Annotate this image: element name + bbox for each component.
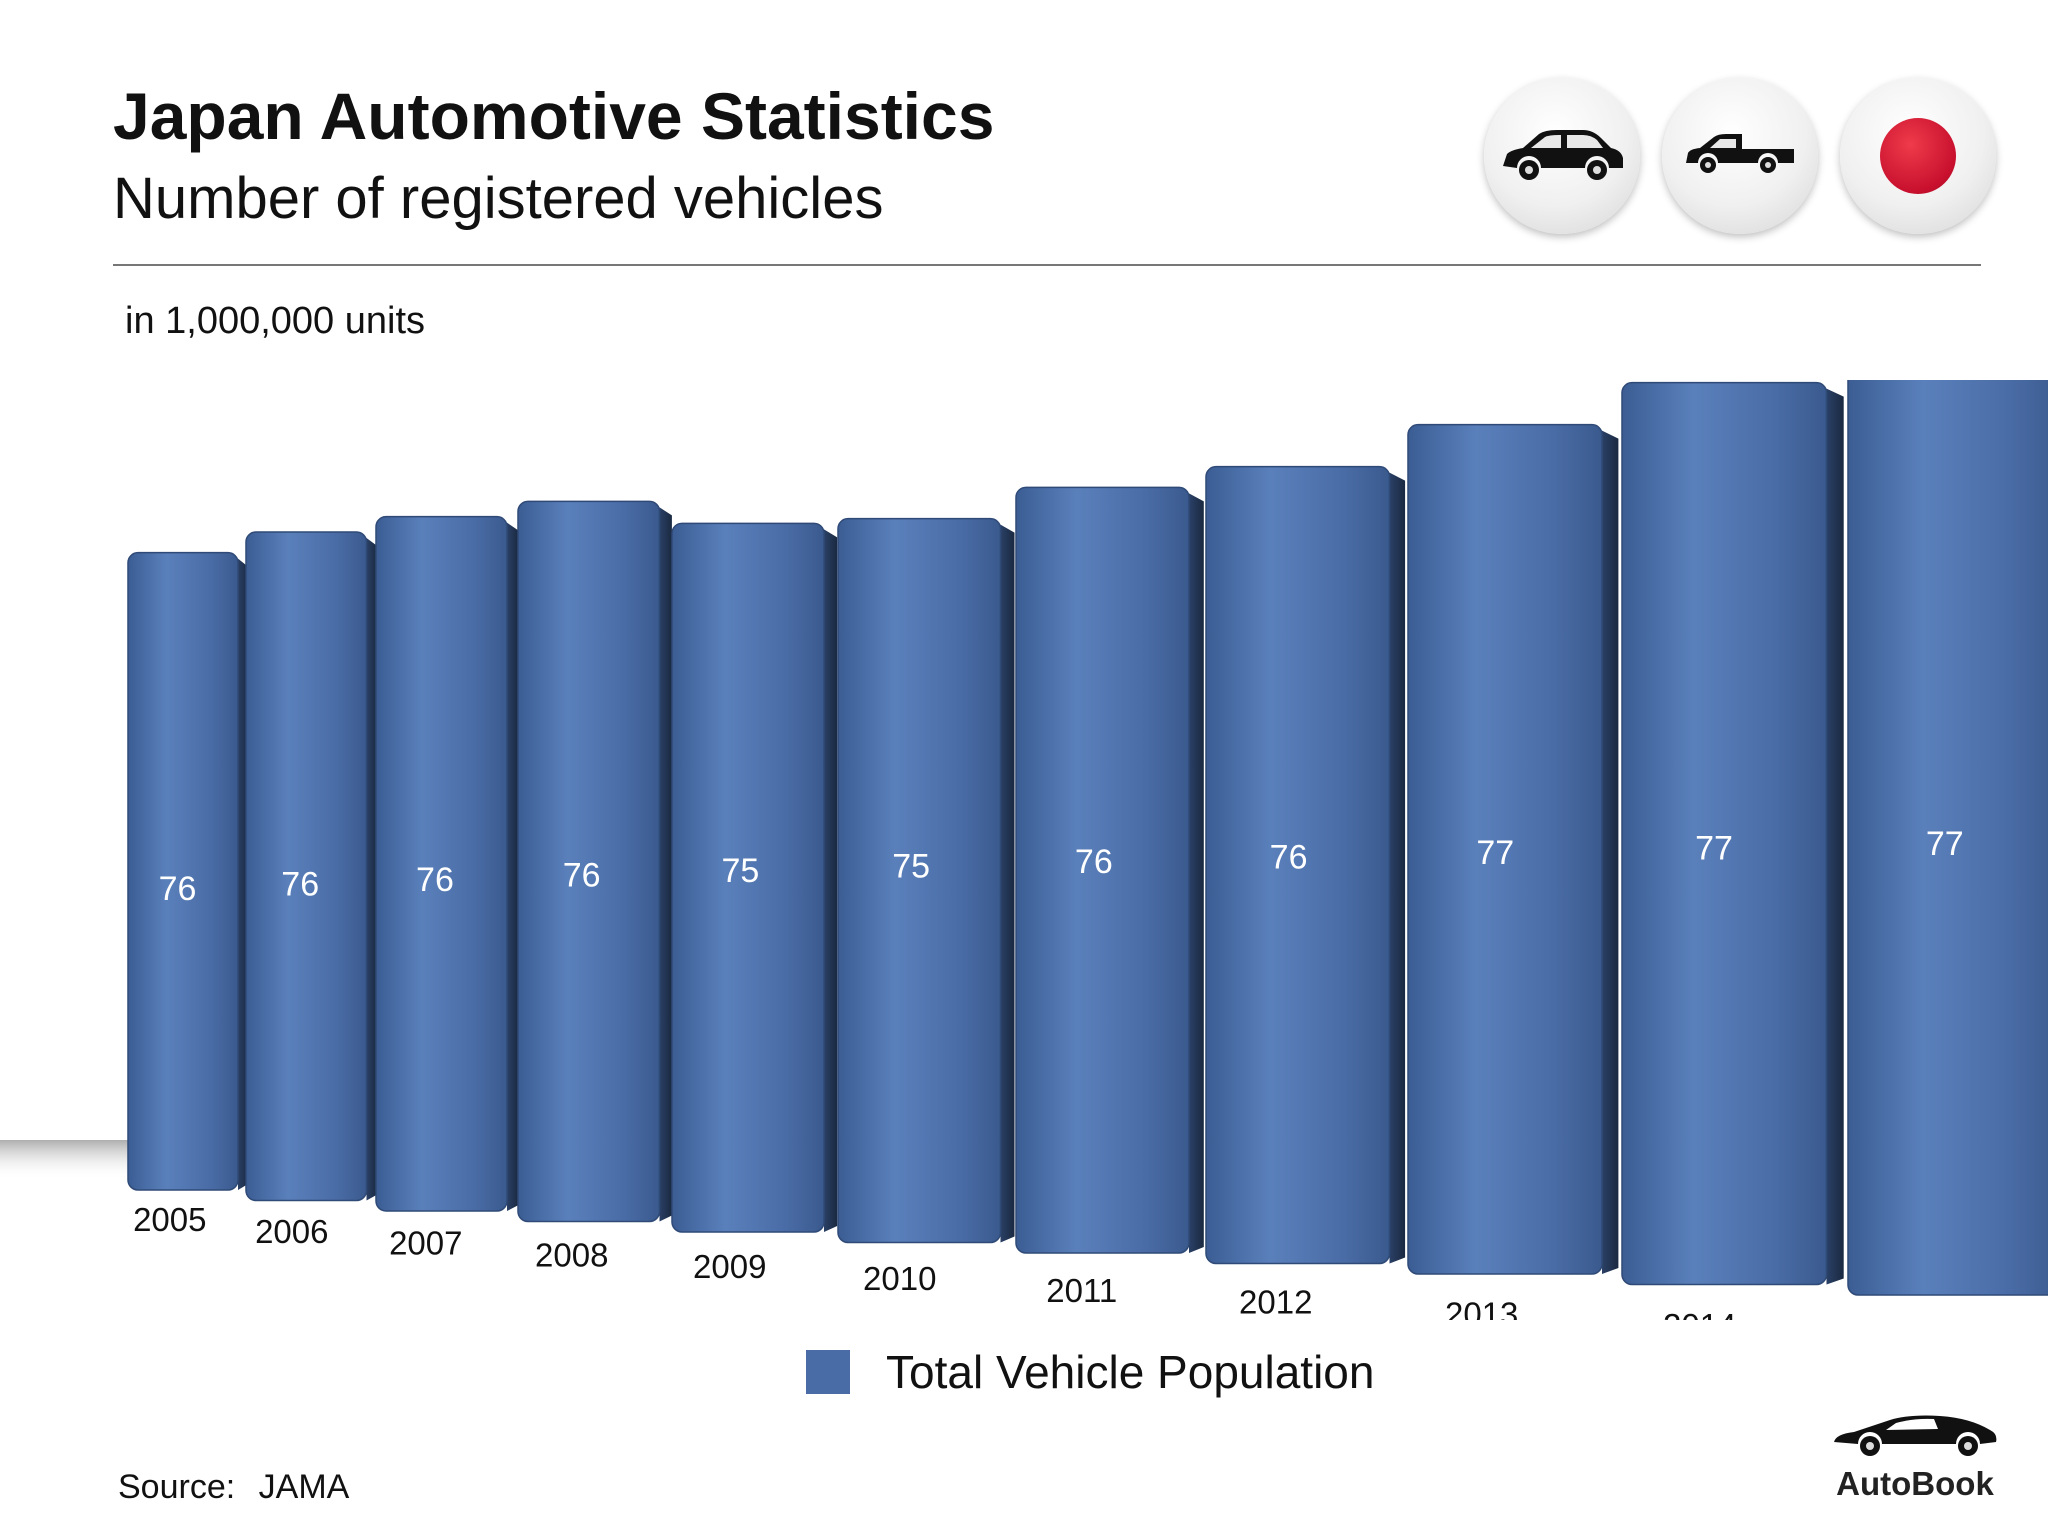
bar-side bbox=[507, 522, 519, 1211]
x-tick-label: 2007 bbox=[389, 1225, 462, 1262]
bar-side bbox=[366, 538, 378, 1201]
legend: Total Vehicle Population bbox=[806, 1345, 1374, 1399]
bar bbox=[1205, 465, 1391, 1265]
legend-label: Total Vehicle Population bbox=[886, 1346, 1375, 1398]
bar-value-label: 75 bbox=[892, 848, 930, 886]
bar bbox=[1621, 381, 1828, 1286]
page-subtitle: Number of registered vehicles bbox=[113, 166, 884, 231]
japan-flag-badge bbox=[1840, 78, 1996, 234]
brand-name: AutoBook bbox=[1836, 1465, 1994, 1502]
x-tick-label: 2010 bbox=[863, 1260, 936, 1297]
bar-value-label: 76 bbox=[416, 861, 454, 899]
bar bbox=[1847, 380, 2048, 1296]
x-tick-label: 2005 bbox=[133, 1201, 206, 1238]
bar-side bbox=[1189, 493, 1204, 1253]
bar bbox=[1407, 423, 1603, 1275]
bar-side bbox=[1826, 388, 1844, 1285]
x-tick-label: 2014 bbox=[1663, 1307, 1736, 1320]
source-value: JAMA bbox=[258, 1468, 350, 1506]
source-label: Source: bbox=[118, 1468, 236, 1506]
header-divider bbox=[113, 264, 1981, 266]
bar bbox=[837, 517, 1002, 1244]
legend-swatch bbox=[806, 1350, 850, 1394]
bar-value-label: 76 bbox=[1075, 843, 1113, 881]
bar bbox=[375, 515, 508, 1212]
bar bbox=[245, 531, 368, 1202]
x-tick-label: 2006 bbox=[255, 1213, 328, 1250]
bar-value-label: 75 bbox=[721, 852, 759, 890]
bar bbox=[1015, 486, 1190, 1254]
x-tick-label: 2013 bbox=[1445, 1295, 1518, 1320]
car-badge bbox=[1484, 78, 1640, 234]
bar-value-label: 77 bbox=[1695, 830, 1733, 868]
pickup-truck-badge bbox=[1662, 78, 1818, 234]
x-tick-label: 2012 bbox=[1239, 1284, 1312, 1320]
x-tick-label: 2015 bbox=[1893, 1319, 1966, 1320]
bar-side bbox=[824, 529, 838, 1232]
bar-value-label: 77 bbox=[1476, 834, 1514, 872]
sports-car-icon bbox=[1834, 1415, 1997, 1456]
bar bbox=[671, 522, 825, 1233]
page-title: Japan Automotive Statistics bbox=[113, 79, 995, 153]
japan-flag-icon bbox=[1880, 118, 1956, 194]
x-tick-label: 2011 bbox=[1046, 1272, 1117, 1309]
bar-side bbox=[1389, 472, 1406, 1264]
brand-logo: AutoBook bbox=[1820, 1410, 2010, 1503]
bar-side bbox=[659, 507, 672, 1222]
bar-value-label: 76 bbox=[1270, 839, 1308, 877]
bar-value-label: 76 bbox=[563, 857, 601, 895]
bar-chart: 76 76 76 76 75 75 76 76 77 77 77 2005 2006 2007 2008 2… bbox=[0, 380, 2048, 1320]
bar-value-label: 76 bbox=[281, 866, 319, 904]
bar-value-label: 77 bbox=[1926, 825, 1964, 863]
bar bbox=[517, 500, 661, 1223]
floor-shadow bbox=[0, 1140, 140, 1180]
x-tick-label: 2009 bbox=[693, 1248, 766, 1285]
bar-side bbox=[1000, 524, 1015, 1243]
pickup-truck-icon bbox=[1686, 134, 1794, 173]
car-icon bbox=[1503, 130, 1623, 180]
x-tick-label: 2008 bbox=[535, 1236, 608, 1273]
bar bbox=[127, 551, 239, 1191]
bar-value-label: 76 bbox=[159, 870, 197, 908]
bar-side bbox=[1602, 430, 1619, 1275]
source-note: Source: JAMA bbox=[118, 1468, 349, 1507]
units-label: in 1,000,000 units bbox=[125, 300, 426, 342]
